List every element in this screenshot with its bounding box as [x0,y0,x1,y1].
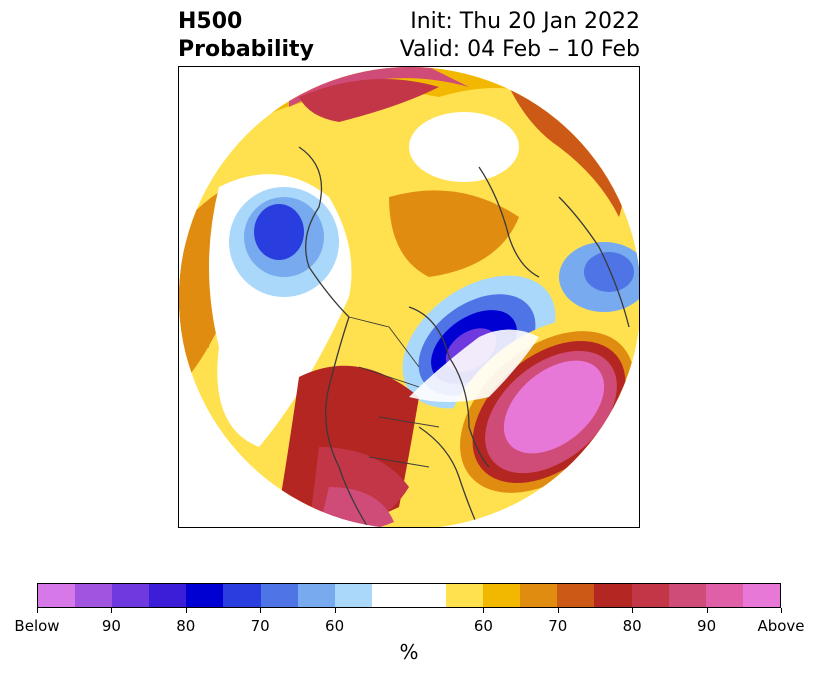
colorbar-tick-mark [111,608,113,613]
colorbar-segment [149,584,187,607]
colorbar-tick-mark [632,608,634,613]
colorbar-tick-mark [706,608,708,613]
probability-map [178,66,640,528]
colorbar-tick-label: 60 [325,617,345,635]
colorbar-segment [75,584,113,607]
colorbar-segment [668,584,706,607]
colorbar [37,583,781,608]
colorbar-segment [112,584,150,607]
coastlines [298,146,630,527]
polar-map-svg [179,67,639,527]
colorbar-segment [334,584,372,607]
colorbar-segment [38,584,76,607]
colorbar-tick-mark [37,608,38,613]
colorbar-segment [408,584,447,607]
coast-europe [558,196,630,328]
colorbar-tick-mark [483,608,485,613]
colorbar-tick-mark [185,608,187,613]
colorbar-tick-label: Above [757,617,805,635]
colorbar-tick-mark [334,608,336,613]
field-atlantic-strong [503,360,605,454]
colorbar-tick-label: 60 [473,617,493,635]
title-variable: H500 [178,9,243,34]
colorbar-tick-mark [557,608,559,613]
title-product: Probability [178,37,314,62]
field-west-deepblue [254,204,304,260]
colorbar-segment [557,584,595,607]
chart-title-right: Init: Thu 20 Jan 2022 Valid: 04 Feb – 10… [400,8,640,64]
probability-field [179,67,639,527]
colorbar-tick-mark [260,608,262,613]
chart-title-left: H500 Probability [178,8,314,64]
colorbar-segment [520,584,558,607]
field-east-deepblue [584,252,634,292]
colorbar-segment [742,584,780,607]
colorbar-unit: % [399,640,419,664]
colorbar-tick-mark [781,608,782,613]
colorbar-segment [594,584,632,607]
field-arctic-white [409,112,519,182]
colorbar-segment [260,584,298,607]
field-ne-orange [509,87,624,217]
coast-us-east [418,426,480,527]
coast-us-west [325,316,370,527]
borders-na [348,316,440,468]
colorbar-tick-label: 90 [697,617,717,635]
colorbar-segment [705,584,743,607]
colorbar-segment [297,584,335,607]
colorbar-segment [446,584,484,607]
title-init: Init: Thu 20 Jan 2022 [410,9,640,34]
colorbar-segment [223,584,261,607]
colorbar-tick-label: 80 [176,617,196,635]
colorbar-segment [186,584,224,607]
colorbar-tick-label: 70 [250,617,270,635]
colorbar-tick-label: 90 [101,617,121,635]
colorbar-tick-label: 80 [622,617,642,635]
field-canada-gold [389,190,519,277]
colorbar-segment [631,584,669,607]
field-boundary-white [409,329,539,402]
title-valid: Valid: 04 Feb – 10 Feb [399,37,640,62]
coast-hudson [408,306,490,468]
field-arctic-red [299,79,439,122]
colorbar-segment [371,584,409,607]
colorbar-segment [483,584,521,607]
coast-alaska [298,146,350,318]
coast-greenland [478,166,540,278]
colorbar-tick-label: 70 [548,617,568,635]
colorbar-tick-label: Below [14,617,60,635]
